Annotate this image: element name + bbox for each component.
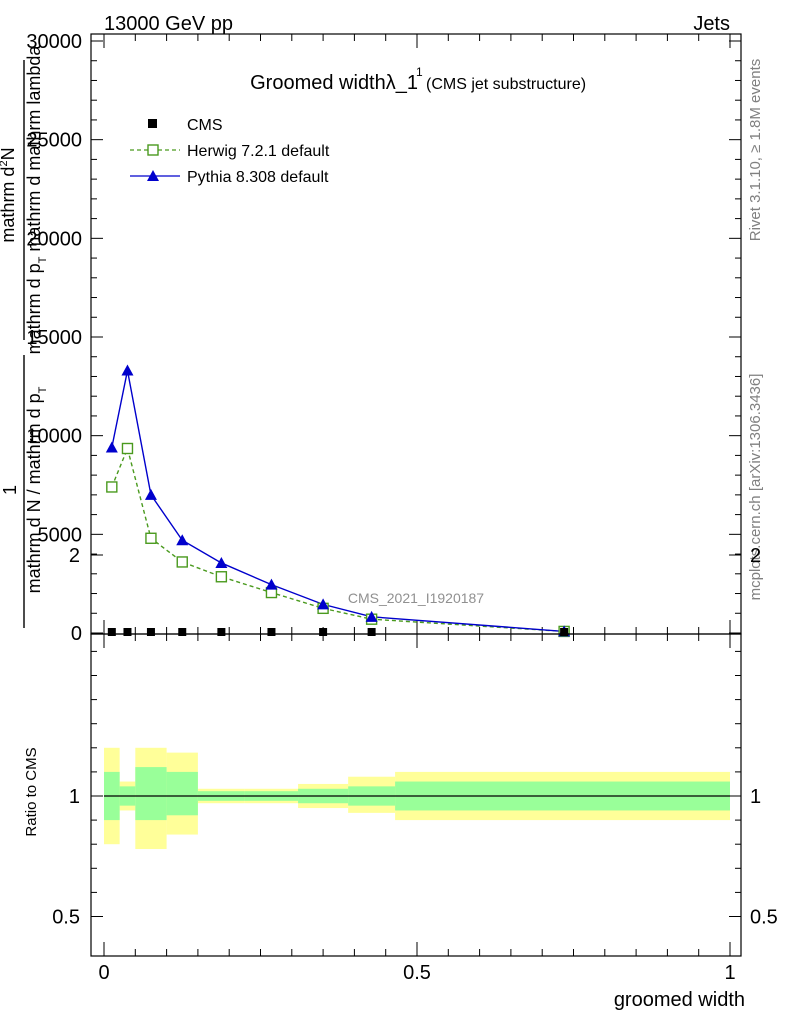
header-category-label: Jets: [693, 13, 730, 35]
pythia-point: [365, 610, 378, 622]
pythia-point: [176, 534, 189, 546]
herwig-point: [121, 442, 134, 455]
ratio-plot-panel: 0.5 0.5 1 1 2 2 0 0.5 1 Ratio to CMS groomed wid…: [23, 545, 778, 1011]
main-y-tick-label: 30000: [26, 31, 82, 53]
y-label-numerator-d2N: mathrm d2N: [0, 147, 18, 242]
cms-point: [123, 628, 132, 636]
legend-herwig-marker: [147, 144, 159, 156]
main-y-axis-label: mathrm d2N mathrm d pT mathrm d mathrm l…: [0, 45, 49, 628]
cms-point: [178, 628, 187, 636]
legend-pythia-marker: [147, 170, 159, 181]
ratio-y-tick-label: 0.5: [52, 907, 80, 929]
x-tick-label: 1: [724, 962, 735, 984]
cms-point: [560, 628, 569, 636]
herwig-point: [215, 571, 228, 583]
rivet-version-label: Rivet 3.1.10, ≥ 1.8M events: [747, 59, 764, 242]
plot-title: Groomed widthλ_1: [250, 72, 418, 94]
main-y-tick-label: 25000: [26, 130, 82, 152]
legend: CMS Herwig 7.2.1 default Pythia 8.308 de…: [130, 117, 330, 186]
legend-herwig-label: Herwig 7.2.1 default: [187, 143, 330, 160]
pythia-point: [317, 598, 330, 610]
ratio-inner-band: [166, 771, 198, 816]
x-axis-label: groomed width: [614, 989, 745, 1011]
main-plot-panel: Groomed widthλ_1 1 (CMS jet substructure…: [0, 31, 742, 645]
ratio-inner-band: [135, 767, 167, 821]
herwig-series-line: [111, 446, 565, 633]
main-y-tick-label: 20000: [26, 228, 82, 250]
pythia-point: [105, 441, 118, 453]
ratio-y-tick-label-right: 0.5: [750, 907, 778, 929]
plot-title-superscript: 1: [416, 65, 423, 79]
main-y-tick-label: 15000: [26, 327, 82, 349]
y-label-outer-numerator: 1: [0, 485, 20, 495]
pythia-point: [121, 364, 134, 376]
analysis-watermark: CMS_2021_I1920187: [348, 590, 484, 606]
cms-point: [107, 628, 116, 636]
ratio-y-tick-label-right: 1: [750, 786, 761, 808]
legend-cms-label: CMS: [187, 117, 223, 134]
herwig-point: [145, 532, 157, 544]
ratio-y-tick-label: 1: [69, 786, 80, 808]
ratio-y-axis-label: Ratio to CMS: [23, 747, 40, 836]
legend-pythia-label: Pythia 8.308 default: [187, 169, 329, 186]
herwig-point: [176, 556, 188, 568]
pythia-point: [215, 556, 228, 568]
pythia-point: [265, 578, 278, 590]
header-energy-label: 13000 GeV pp: [104, 13, 233, 35]
pythia-series-line: [111, 370, 565, 633]
ratio-y-tick-label-right: 2: [750, 545, 761, 567]
x-tick-label: 0.5: [403, 962, 431, 984]
pythia-point: [144, 488, 157, 500]
x-tick-label: 0: [98, 962, 109, 984]
cms-point: [217, 628, 226, 636]
cms-point: [319, 628, 328, 636]
ratio-plot-frame: [90, 633, 742, 957]
cms-point: [367, 628, 376, 636]
mcplots-label: mcplots.cern.ch [arXiv:1306.3436]: [747, 374, 764, 601]
y-label-denominator-dpT-dlambda: mathrm d pT mathrm d mathrm lambda: [24, 45, 49, 355]
cms-point: [267, 628, 276, 636]
main-y-tick-label: 0: [71, 623, 82, 645]
y-label-outer-denominator: mathrm d N / mathrm d pT: [24, 386, 49, 593]
main-y-tick-label: 10000: [26, 426, 82, 448]
plot-title-main: Groomed widthλ_1: [250, 72, 418, 94]
main-y-tick-label: 5000: [38, 524, 83, 546]
ratio-y-tick-label: 2: [69, 545, 80, 567]
herwig-point: [106, 481, 118, 493]
legend-cms-marker: [148, 119, 157, 128]
plot-title-subtitle: (CMS jet substructure): [426, 76, 586, 93]
cms-point: [146, 628, 155, 636]
